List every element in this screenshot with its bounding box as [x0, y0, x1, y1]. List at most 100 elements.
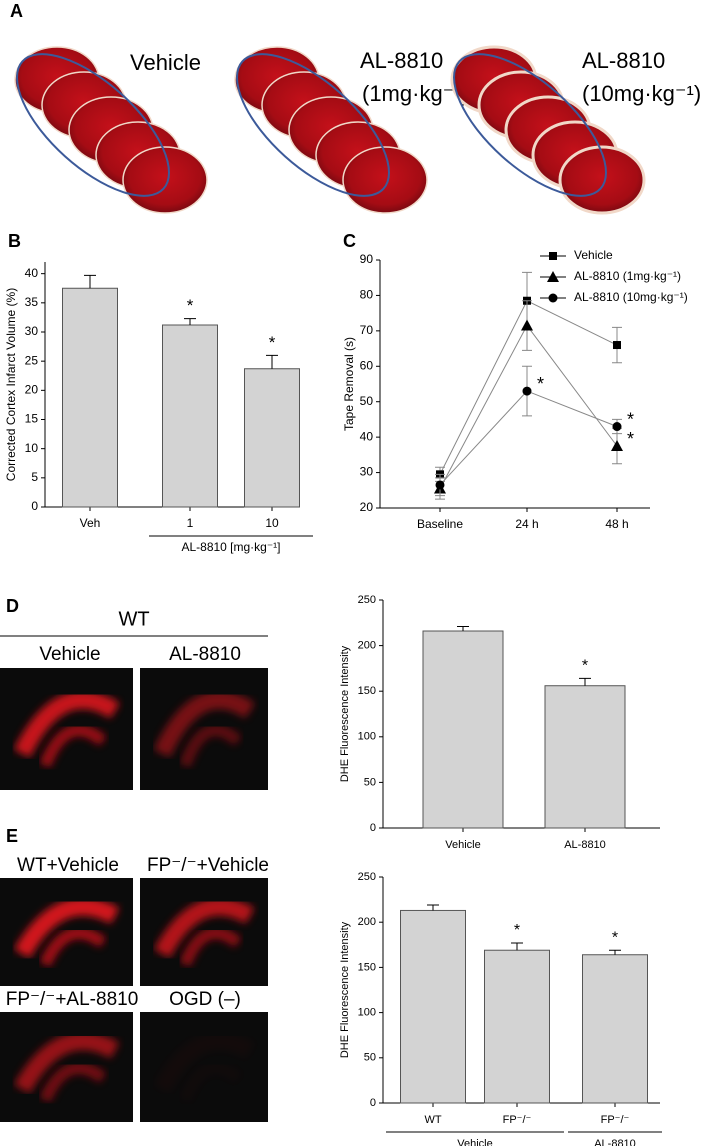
x-tick-label: Baseline — [417, 517, 463, 531]
fluorescence-signal — [14, 897, 120, 959]
image-label: FP⁻/⁻+Vehicle — [147, 855, 269, 876]
y-tick-label: 30 — [360, 465, 374, 479]
y-tick-label: 150 — [358, 961, 376, 973]
significance-label: * — [582, 658, 588, 675]
image-label: OGD (–) — [169, 989, 241, 1010]
y-tick-label: 40 — [360, 429, 374, 443]
fluorescence-signal — [13, 691, 120, 758]
y-tick-label: 60 — [360, 358, 374, 372]
infarct-outline — [16, 53, 170, 197]
marker — [521, 319, 533, 331]
bar — [244, 368, 300, 508]
y-axis-label: Tape Removal (s) — [342, 337, 356, 431]
y-tick-label: 35 — [25, 295, 39, 309]
x-tick-label: 48 h — [605, 517, 628, 531]
fluorescence-signal — [154, 1032, 255, 1094]
y-tick-label: 150 — [358, 685, 376, 697]
fluorescence-signal — [179, 724, 243, 768]
panel-label: E — [6, 826, 18, 846]
error-bar — [427, 904, 439, 911]
significance-label: * — [269, 333, 276, 352]
error-bar — [579, 677, 591, 686]
marker — [613, 341, 621, 350]
panel-label: C — [343, 231, 356, 251]
bar — [544, 685, 626, 829]
fluorescence-signal — [153, 691, 255, 758]
infarct-outline — [453, 53, 607, 197]
x-tick-label: 24 h — [515, 517, 538, 531]
y-axis-label: DHE Fluorescence Intensity — [339, 645, 351, 782]
brain-slice — [122, 146, 208, 214]
y-tick-label: 0 — [31, 499, 38, 513]
group-label: AL-8810 — [594, 1138, 636, 1146]
y-axis-label: Corrected Cortex Infarct Volume (%) — [4, 288, 18, 481]
y-tick-label: 25 — [25, 353, 39, 367]
y-tick-label: 0 — [370, 822, 376, 834]
x-tick-label: Vehicle — [445, 839, 480, 851]
y-tick-label: 100 — [358, 731, 376, 743]
y-tick-label: 250 — [358, 594, 376, 606]
infarct-outline — [236, 53, 390, 197]
marker — [548, 293, 558, 303]
fluorescence-signal — [179, 927, 242, 967]
x-tick-label: 1 — [187, 516, 194, 530]
panel-label: A — [10, 1, 23, 21]
brain-slice — [558, 145, 646, 215]
y-tick-label: 200 — [358, 916, 376, 928]
y-tick-label: 5 — [31, 470, 38, 484]
x-tick-label: FP⁻/⁻ — [503, 1114, 532, 1126]
bar — [422, 630, 504, 829]
significance-label: * — [627, 409, 634, 429]
error-bar — [266, 354, 278, 369]
y-tick-label: 250 — [358, 871, 376, 883]
significance-label: * — [187, 296, 194, 315]
y-tick-label: 90 — [360, 252, 374, 266]
y-tick-label: 0 — [370, 1097, 376, 1109]
bar — [582, 954, 648, 1104]
error-bar — [457, 625, 469, 632]
marker — [435, 480, 445, 490]
panel-label: B — [8, 231, 21, 251]
legend-label: AL-8810 (10mg·kg⁻¹) — [574, 290, 688, 304]
legend-label: AL-8810 (1mg·kg⁻¹) — [574, 269, 681, 283]
error-bar — [84, 274, 96, 289]
error-bar — [184, 318, 196, 325]
significance-label: * — [612, 929, 618, 946]
x-tick-label: AL-8810 — [564, 839, 606, 851]
image-label: AL-8810 — [582, 48, 665, 73]
bar — [162, 324, 218, 508]
x-tick-label: 10 — [265, 516, 279, 530]
image-label: AL-8810 — [360, 48, 443, 73]
image-label: AL-8810 — [169, 644, 241, 665]
fluorescence-signal — [14, 1032, 120, 1094]
error-bar — [511, 942, 523, 951]
image-label: Vehicle — [39, 644, 100, 665]
x-tick-label: Veh — [80, 516, 101, 530]
image-label: Vehicle — [130, 50, 201, 75]
significance-label: * — [514, 922, 520, 939]
fluorescence-signal — [39, 724, 107, 768]
marker — [612, 422, 622, 432]
error-bar — [609, 949, 621, 955]
marker — [547, 271, 559, 282]
y-tick-label: 20 — [360, 500, 374, 514]
image-label: FP⁻/⁻+AL-8810 — [6, 989, 139, 1010]
marker — [549, 252, 557, 260]
x-tick-label: WT — [424, 1114, 441, 1126]
y-tick-label: 100 — [358, 1007, 376, 1019]
bar — [484, 949, 550, 1104]
fluorescence-signal — [39, 1062, 107, 1103]
image-label: WT+Vehicle — [17, 855, 119, 876]
marker — [522, 386, 532, 396]
y-tick-label: 50 — [364, 1052, 376, 1064]
group-label: WT — [118, 608, 149, 630]
image-label: (10mg·kg⁻¹) — [582, 81, 701, 106]
y-tick-label: 50 — [364, 776, 376, 788]
legend-label: Vehicle — [574, 248, 613, 262]
y-tick-label: 80 — [360, 288, 374, 302]
x-tick-label: FP⁻/⁻ — [601, 1114, 630, 1126]
y-tick-label: 10 — [25, 441, 39, 455]
fluorescence-signal — [39, 927, 107, 967]
marker — [611, 440, 623, 451]
